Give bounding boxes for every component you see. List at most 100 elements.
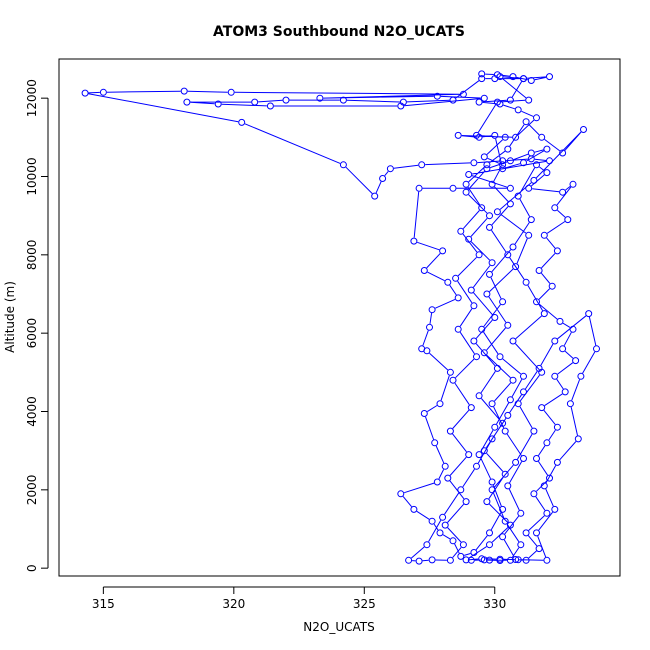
y-tick-label: 2000 [25,475,39,506]
data-point [470,159,478,167]
x-axis: 315 320 325 330 [92,586,506,611]
data-point [499,298,507,306]
data-point [415,184,423,192]
data-point [214,100,222,108]
data-point [488,435,496,443]
data-point [538,133,546,141]
data-point [514,556,522,564]
data-point [520,159,527,167]
data-point [446,368,454,376]
data-point [483,165,491,173]
data-point [467,404,475,412]
data-point [533,529,540,537]
data-point [449,537,457,545]
data-point [475,133,483,141]
data-point [475,251,483,259]
data-point [446,427,454,435]
data-point [462,188,470,196]
data-point [506,521,514,529]
data-point [548,282,556,290]
data-point [520,455,527,462]
data-point [509,337,517,345]
data-point [457,552,465,560]
chart-title: ATOM3 Southbound N2O_UCATS [213,24,465,40]
data-point [551,505,559,513]
data-point [491,131,499,139]
data-point [514,192,522,200]
data-point [551,372,559,380]
data-point [520,372,527,380]
data-point [533,455,540,462]
data-point [522,556,530,564]
data-point [572,357,580,365]
data-point [462,556,470,564]
x-tick-label: 315 [92,597,115,611]
data-point [525,184,533,192]
series-layer [81,70,600,565]
data-point [556,317,564,325]
data-point [535,364,543,372]
data-point [506,184,514,192]
data-point [457,227,465,235]
y-tick-label: 8000 [25,240,39,271]
data-point [559,345,567,353]
data-point [504,251,512,259]
x-tick-label: 330 [483,597,506,611]
data-point [496,555,504,563]
data-point [499,419,507,427]
data-point [488,259,496,267]
data-point [506,200,514,208]
data-point [488,478,496,486]
data-point [525,231,533,239]
data-point [486,556,493,564]
data-point [488,486,496,494]
y-tick-label: 12000 [25,79,39,117]
data-point [493,71,501,79]
data-point [423,541,431,549]
data-point [546,474,553,482]
data-point [533,114,540,122]
data-point [420,267,428,274]
data-point [551,204,559,212]
data-point [527,216,535,224]
data-point [449,96,457,104]
x-tick-label: 325 [353,597,376,611]
data-point [499,165,507,173]
data-point [465,451,473,459]
data-point [379,175,387,182]
data-point [420,410,428,417]
data-point [462,180,470,188]
data-point [546,73,553,81]
y-tick-label: 10000 [25,157,39,195]
data-point [522,118,530,126]
data-point [522,278,530,286]
data-point [486,529,493,537]
data-point [397,490,405,498]
data-point [493,364,501,372]
data-point [183,98,191,106]
data-point [441,521,449,529]
data-point [488,180,496,188]
data-point [386,165,394,173]
data-point [504,482,512,490]
data-point [465,235,473,243]
data-point [454,325,462,333]
data-point [486,223,493,231]
data-point [433,478,441,486]
data-point [433,92,441,100]
data-point [282,96,290,104]
data-point [486,541,493,549]
data-point [457,486,465,494]
data-point [499,505,507,513]
data-point [454,131,462,139]
data-point [486,212,493,220]
x-axis-label: N2O_UCATS [303,620,374,634]
data-point [553,247,561,255]
data-point [439,513,447,521]
data-point [530,427,538,435]
data-point [506,157,514,165]
data-point [423,347,431,355]
data-point [459,541,467,549]
data-point [459,90,467,98]
data-point [478,555,486,563]
